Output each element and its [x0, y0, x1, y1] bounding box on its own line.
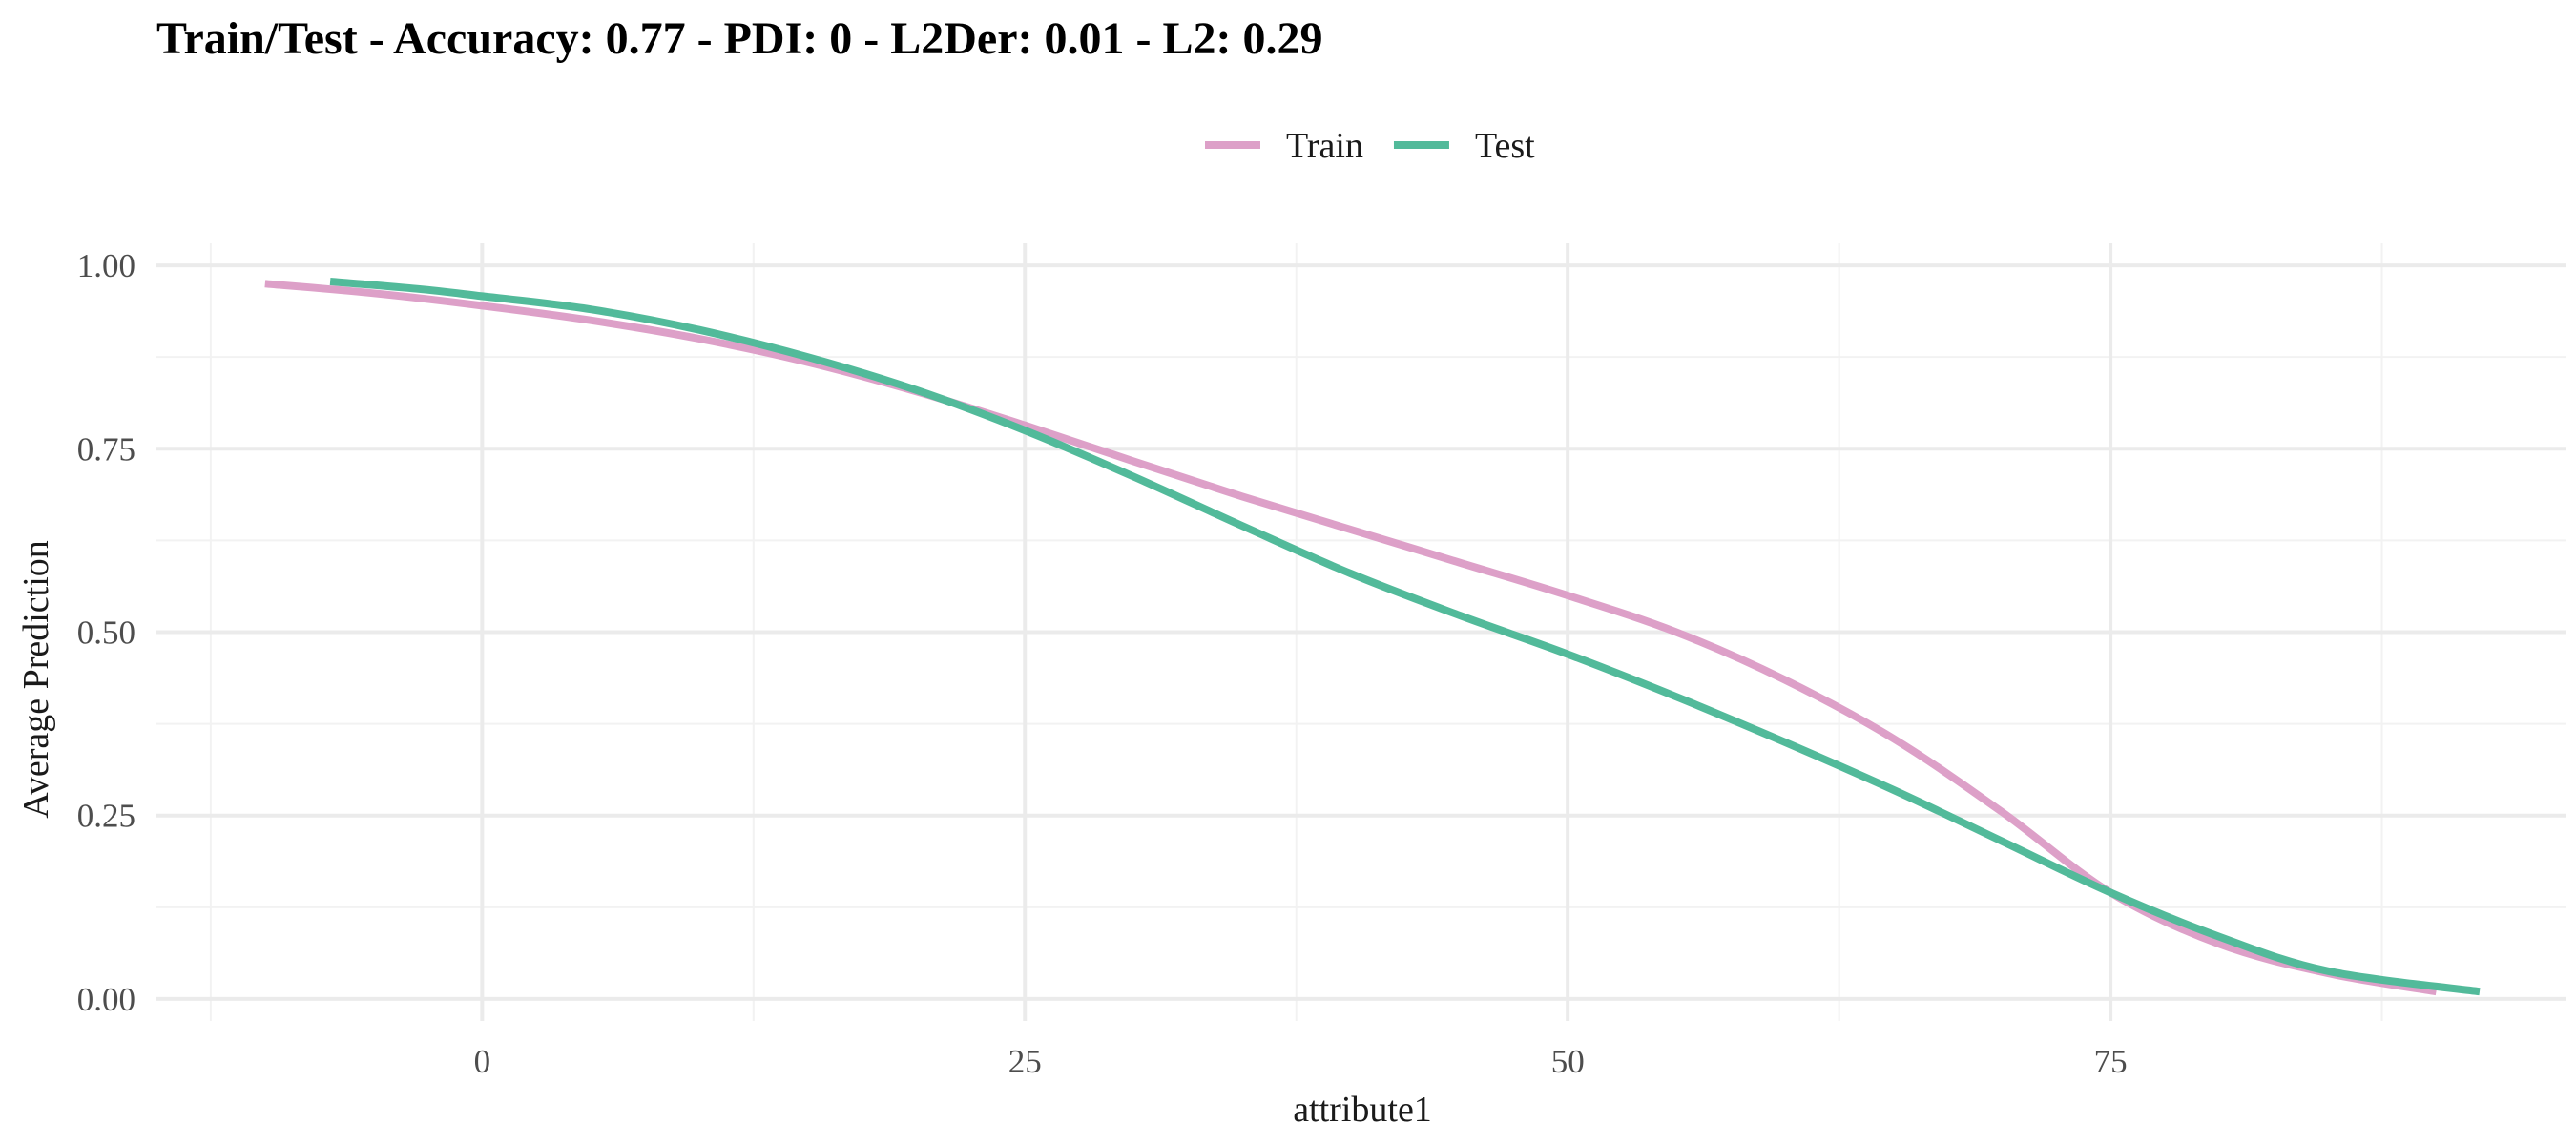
- plot-grid: [156, 243, 2566, 1021]
- y-tick-label: 0.25: [77, 798, 135, 835]
- y-axis-ticks: 0.00 0.25 0.50 0.75 1.00: [77, 247, 135, 1018]
- x-tick-label: 50: [1551, 1043, 1585, 1080]
- x-axis-title: attribute1: [1293, 1090, 1432, 1130]
- y-tick-label: 1.00: [77, 247, 135, 284]
- x-tick-label: 75: [2094, 1043, 2128, 1080]
- series-layer: [264, 278, 2481, 996]
- x-axis-ticks: 0 25 50 75: [474, 1043, 2128, 1080]
- y-axis-title: Average Prediction: [16, 540, 56, 819]
- legend: Train Test: [1205, 126, 1535, 166]
- chart-title: Train/Test - Accuracy: 0.77 - PDI: 0 - L…: [156, 13, 1322, 64]
- series-line-train: [264, 280, 2438, 996]
- y-tick-label: 0.50: [77, 614, 135, 652]
- legend-label-test: Test: [1475, 126, 1535, 166]
- series-line-test: [329, 278, 2481, 996]
- x-tick-label: 25: [1008, 1043, 1042, 1080]
- y-tick-label: 0.00: [77, 981, 135, 1018]
- legend-label-train: Train: [1286, 126, 1363, 166]
- x-tick-label: 0: [474, 1043, 491, 1080]
- y-tick-label: 0.75: [77, 430, 135, 468]
